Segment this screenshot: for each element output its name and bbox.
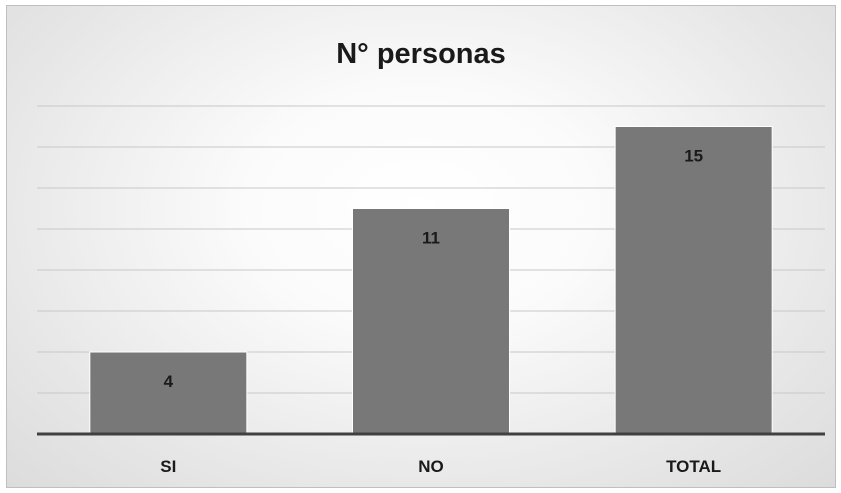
data-label-no: 11 xyxy=(422,229,440,248)
category-label-no: NO xyxy=(418,457,444,476)
chart-title: N° personas xyxy=(336,38,506,70)
data-label-total: 15 xyxy=(684,147,703,166)
bar-si xyxy=(89,351,248,435)
data-label-si: 4 xyxy=(164,372,174,391)
bar-no xyxy=(352,208,510,435)
category-label-si: SI xyxy=(160,457,176,476)
chart-frame: N° personas 4 SI 11 NO 15 TOTAL xyxy=(6,5,836,488)
bar-total xyxy=(614,126,773,435)
category-label-total: TOTAL xyxy=(666,457,721,476)
bar-chart: 4 SI 11 NO 15 TOTAL xyxy=(37,105,825,476)
